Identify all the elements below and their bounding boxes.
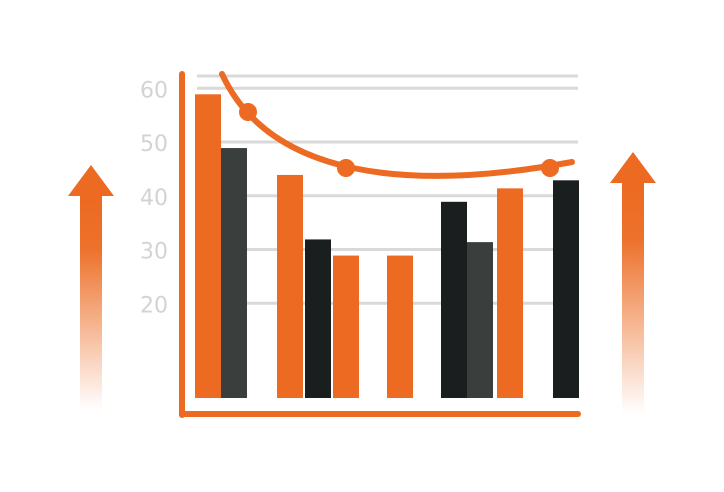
y-tick-label: 60 — [140, 78, 168, 103]
y-tick-label: 40 — [140, 186, 168, 211]
trend-marker — [541, 159, 559, 177]
bar — [221, 148, 247, 398]
trend-marker — [337, 159, 355, 177]
bar — [467, 242, 493, 398]
y-tick-label: 50 — [140, 132, 168, 157]
bar — [333, 255, 359, 398]
bar — [387, 255, 413, 398]
bar — [441, 201, 467, 398]
arrow-up-icon — [610, 152, 656, 414]
arrow-up-icon — [68, 165, 114, 410]
trend-marker — [239, 103, 257, 121]
y-tick-label: 20 — [140, 293, 168, 318]
y-tick-label: 30 — [140, 240, 168, 265]
bar — [305, 239, 331, 398]
bar — [553, 180, 579, 398]
bar — [277, 174, 303, 398]
bar — [195, 94, 221, 398]
bar — [497, 188, 523, 398]
